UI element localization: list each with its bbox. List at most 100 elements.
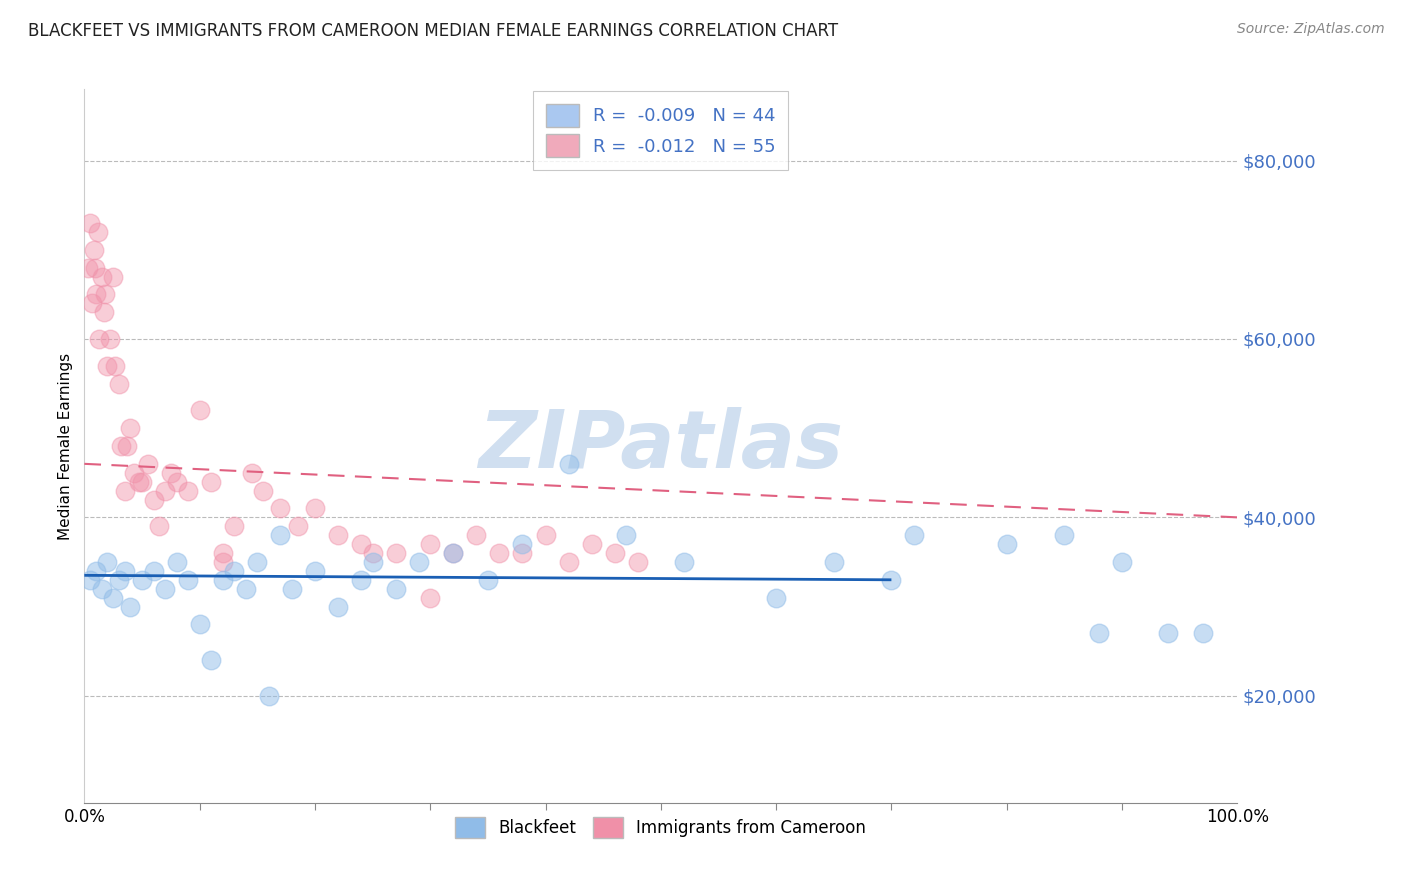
Point [1053,528,1076,542]
Point [287,519,309,533]
Point [188,403,211,417]
Point [160,466,183,480]
Point [114,483,136,498]
Point [281,582,304,596]
Point [103,269,124,284]
Point [304,501,326,516]
Point [93,305,115,319]
Point [120,599,142,614]
Point [1088,626,1111,640]
Point [83,260,105,275]
Point [84,287,107,301]
Point [131,573,153,587]
Text: ZIPatlas: ZIPatlas [478,407,844,485]
Point [257,689,280,703]
Point [465,528,488,542]
Text: Source: ZipAtlas.com: Source: ZipAtlas.com [1237,22,1385,37]
Point [903,528,925,542]
Point [252,483,274,498]
Point [672,555,695,569]
Point [408,555,430,569]
Point [995,537,1018,551]
Point [122,466,145,480]
Point [90,582,112,596]
Point [177,573,200,587]
Point [114,564,136,578]
Point [441,546,464,560]
Point [326,599,349,614]
Point [166,555,188,569]
Point [235,582,257,596]
Point [1111,555,1133,569]
Point [188,617,211,632]
Point [603,546,626,560]
Point [240,466,263,480]
Y-axis label: Median Female Earnings: Median Female Earnings [58,352,73,540]
Point [148,519,170,533]
Point [512,546,534,560]
Point [84,564,107,578]
Point [153,483,176,498]
Point [90,269,112,284]
Point [200,475,222,489]
Point [269,501,291,516]
Point [115,439,138,453]
Point [128,475,150,489]
Point [304,564,326,578]
Point [350,573,373,587]
Point [419,591,441,605]
Point [96,359,118,373]
Point [534,528,557,542]
Point [104,359,127,373]
Point [79,573,101,587]
Point [82,296,104,310]
Point [108,573,131,587]
Point [361,555,384,569]
Point [512,537,534,551]
Point [441,546,464,560]
Point [246,555,269,569]
Point [269,528,291,542]
Point [211,573,233,587]
Point [142,492,165,507]
Point [94,287,117,301]
Point [96,555,118,569]
Point [361,546,384,560]
Point [120,421,142,435]
Point [83,243,105,257]
Point [200,653,222,667]
Point [76,260,98,275]
Point [477,573,499,587]
Legend: Blackfeet, Immigrants from Cameroon: Blackfeet, Immigrants from Cameroon [449,811,873,845]
Point [131,475,153,489]
Point [153,582,176,596]
Point [557,457,579,471]
Point [224,519,246,533]
Point [419,537,441,551]
Point [103,591,124,605]
Text: BLACKFEET VS IMMIGRANTS FROM CAMEROON MEDIAN FEMALE EARNINGS CORRELATION CHART: BLACKFEET VS IMMIGRANTS FROM CAMEROON ME… [28,22,838,40]
Point [177,483,200,498]
Point [136,457,159,471]
Point [1157,626,1180,640]
Point [108,376,131,391]
Point [224,564,246,578]
Point [384,582,406,596]
Point [326,528,349,542]
Point [79,216,101,230]
Point [614,528,637,542]
Point [488,546,510,560]
Point [880,573,903,587]
Point [142,564,165,578]
Point [211,546,233,560]
Point [350,537,373,551]
Point [110,439,132,453]
Point [581,537,603,551]
Point [557,555,579,569]
Point [89,332,111,346]
Point [98,332,121,346]
Point [765,591,787,605]
Point [384,546,406,560]
Point [627,555,650,569]
Point [87,225,110,239]
